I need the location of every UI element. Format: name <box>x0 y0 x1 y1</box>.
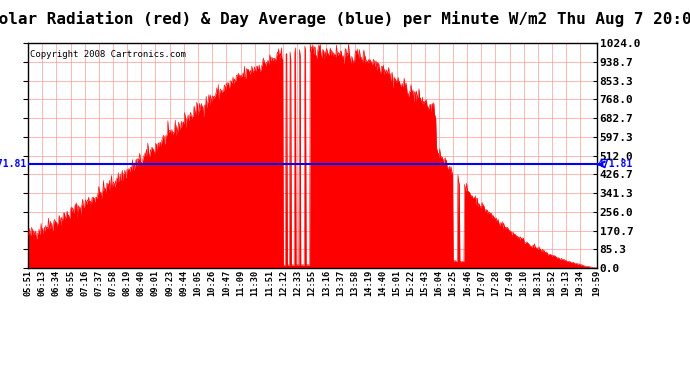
Text: 471.81: 471.81 <box>0 159 26 170</box>
Text: Copyright 2008 Cartronics.com: Copyright 2008 Cartronics.com <box>30 50 186 59</box>
Text: 471.81: 471.81 <box>598 159 633 170</box>
Text: Solar Radiation (red) & Day Average (blue) per Minute W/m2 Thu Aug 7 20:03: Solar Radiation (red) & Day Average (blu… <box>0 11 690 27</box>
